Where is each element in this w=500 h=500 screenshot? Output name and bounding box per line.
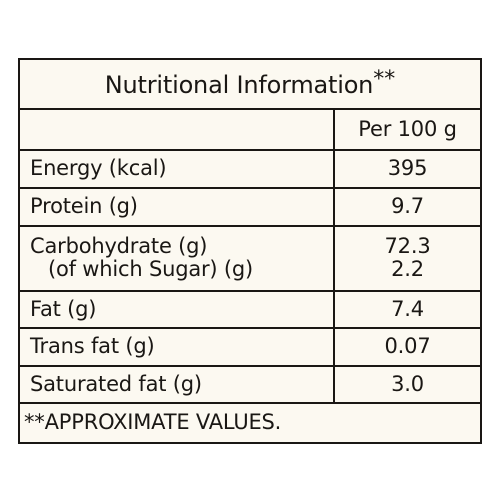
table-title: Nutritional Information**: [20, 60, 480, 110]
column-header-row: Per 100 g: [20, 107, 480, 152]
row-value-protein: 9.7: [333, 186, 480, 227]
row-value-saturated-fat: 3.0: [333, 364, 480, 405]
row-label-energy: Energy (kcal): [20, 149, 335, 189]
nutrition-facts-panel: Nutritional Information** Per 100 g Ener…: [18, 58, 482, 444]
row-value-fat: 7.4: [333, 289, 480, 330]
title-asterisks: **: [373, 67, 396, 93]
row-label-fat: Fat (g): [20, 289, 335, 330]
row-value-sugar: 2.2: [391, 257, 424, 282]
table-row: Fat (g) 7.4: [20, 289, 480, 330]
row-value-energy: 395: [333, 149, 480, 189]
row-label-protein: Protein (g): [20, 186, 335, 227]
table-row: Energy (kcal) 395: [20, 149, 480, 189]
row-value-carbohydrate-cell: 72.3 2.2: [333, 224, 480, 292]
row-label-sugar: (of which Sugar) (g): [48, 257, 254, 282]
row-label-carbohydrate: Carbohydrate (g): [30, 233, 208, 258]
footnote-row: **APPROXIMATE VALUES.: [20, 402, 480, 442]
row-label-trans-fat: Trans fat (g): [20, 327, 335, 367]
empty-header-cell: [20, 107, 335, 152]
table-row: Carbohydrate (g) (of which Sugar) (g) 72…: [20, 224, 480, 292]
per-100g-header: Per 100 g: [333, 107, 480, 152]
table-row: Trans fat (g) 0.07: [20, 327, 480, 367]
nutrition-table: Nutritional Information** Per 100 g Ener…: [20, 60, 480, 442]
table-row: Saturated fat (g) 3.0: [20, 364, 480, 405]
footnote: **APPROXIMATE VALUES.: [20, 402, 480, 442]
row-label-carbohydrate-cell: Carbohydrate (g) (of which Sugar) (g): [20, 224, 335, 292]
row-value-trans-fat: 0.07: [333, 327, 480, 367]
title-row: Nutritional Information**: [20, 60, 480, 110]
row-value-carbohydrate: 72.3: [384, 233, 431, 258]
table-row: Protein (g) 9.7: [20, 186, 480, 227]
row-label-saturated-fat: Saturated fat (g): [20, 364, 335, 405]
table-title-text: Nutritional Information: [104, 71, 374, 100]
